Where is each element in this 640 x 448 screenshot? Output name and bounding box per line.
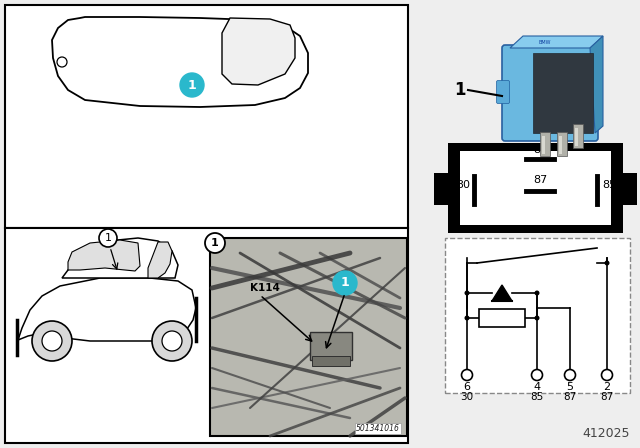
Bar [575,128,578,146]
Bar [573,124,583,148]
Polygon shape [62,238,178,278]
Text: 1: 1 [188,78,196,91]
Bar [533,53,593,133]
Polygon shape [590,36,603,133]
Circle shape [531,370,543,380]
Bar [542,136,545,154]
Circle shape [205,233,225,253]
Text: 5: 5 [566,382,573,392]
Text: 1: 1 [454,81,466,99]
Polygon shape [68,240,140,271]
Text: 30: 30 [456,180,470,190]
Text: 30: 30 [460,392,474,402]
Circle shape [465,290,470,296]
Bar [5,5,408,228]
FancyBboxPatch shape [497,81,509,103]
Circle shape [162,331,182,351]
Circle shape [534,315,540,320]
Text: 87: 87 [533,145,547,155]
Text: 6: 6 [463,382,470,392]
Polygon shape [52,17,308,107]
Bar [445,238,630,393]
Circle shape [461,370,472,380]
Circle shape [333,271,357,295]
Polygon shape [18,278,196,341]
Text: 1: 1 [211,238,219,248]
Bar [559,136,562,154]
Text: 412025: 412025 [582,427,630,440]
Bar [557,132,567,156]
Text: 501341016: 501341016 [356,424,400,433]
Text: K114: K114 [250,283,280,293]
Text: 1: 1 [340,276,349,289]
Circle shape [57,57,67,67]
Bar [460,151,611,225]
Polygon shape [492,285,512,301]
Circle shape [602,370,612,380]
Polygon shape [148,242,172,278]
Text: 85: 85 [602,180,616,190]
Circle shape [465,315,470,320]
Text: 85: 85 [531,392,543,402]
Polygon shape [222,18,295,85]
Circle shape [605,260,609,266]
Text: 87: 87 [600,392,614,402]
Bar [210,238,407,436]
Text: 1: 1 [104,233,111,243]
Text: BMW: BMW [539,39,551,44]
Bar [540,132,550,156]
Text: 2: 2 [604,382,611,392]
Circle shape [534,290,540,296]
Bar [448,143,623,233]
Circle shape [99,229,117,247]
Bar [310,332,352,360]
Circle shape [42,331,62,351]
Text: 87: 87 [533,175,547,185]
Bar [479,309,525,327]
Circle shape [152,321,192,361]
Bar [621,173,637,205]
Circle shape [32,321,72,361]
Circle shape [564,370,575,380]
Polygon shape [510,36,603,48]
Bar [312,356,350,366]
FancyBboxPatch shape [502,45,598,141]
Text: 4: 4 [533,382,541,392]
Bar [5,228,408,443]
Circle shape [180,73,204,97]
Bar [434,173,450,205]
Text: 87: 87 [563,392,577,402]
